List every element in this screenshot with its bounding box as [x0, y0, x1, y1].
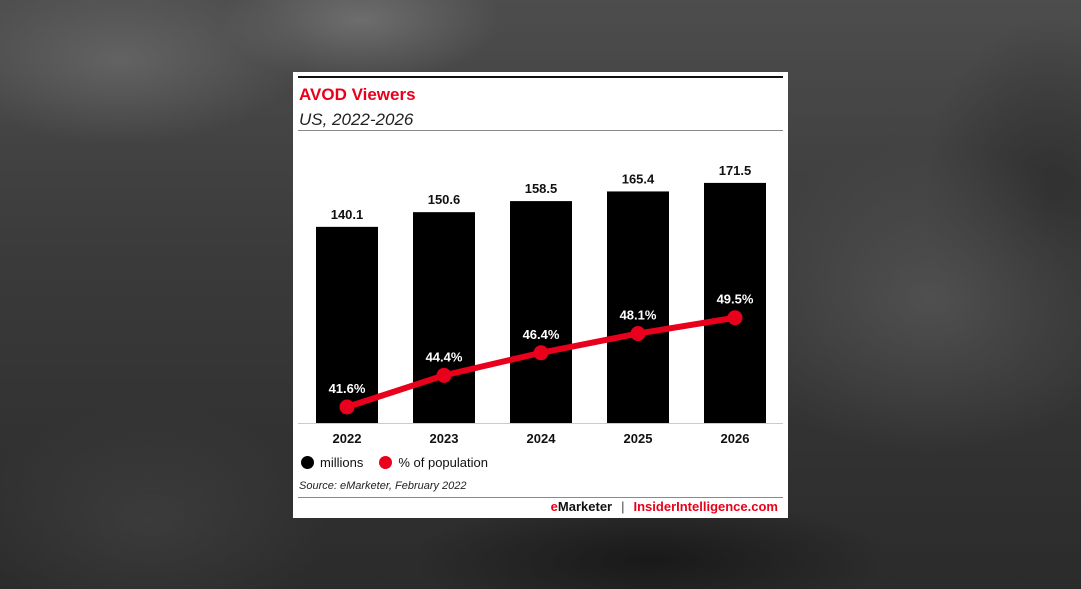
- footer: e Marketer | InsiderIntelligence.com: [551, 499, 778, 514]
- legend-item-millions: millions: [301, 455, 363, 470]
- population-point-2023: [436, 367, 452, 383]
- bar-value-label-2024: 158.5: [525, 181, 558, 196]
- chart-card: AVOD Viewers US, 2022-2026 140.1 2022 150.…: [293, 72, 788, 518]
- population-label-2023: 44.4%: [426, 349, 463, 364]
- brand-logo-rest: Marketer: [557, 499, 613, 514]
- legend-swatch-population: [379, 456, 393, 469]
- population-label-2024: 46.4%: [523, 327, 560, 342]
- bar-2025: [607, 191, 669, 423]
- legend-item-population: % of population: [379, 455, 488, 470]
- bar-2023: [413, 212, 475, 423]
- legend-label-population: % of population: [398, 455, 488, 470]
- population-label-2026: 49.5%: [717, 292, 754, 307]
- bar-2022: [316, 226, 378, 423]
- population-point-2025: [630, 326, 646, 342]
- legend: millions % of population: [301, 455, 504, 470]
- top-rule: [298, 76, 783, 78]
- population-label-2025: 48.1%: [620, 308, 657, 323]
- brand-logo-e: e: [550, 499, 558, 514]
- x-tick-label-2024: 2024: [527, 431, 557, 446]
- x-tick-label-2023: 2023: [430, 431, 459, 446]
- bar-value-label-2023: 150.6: [428, 192, 461, 207]
- source-note: Source: eMarketer, February 2022: [299, 480, 467, 492]
- x-tick-label-2026: 2026: [721, 431, 750, 446]
- bar-value-label-2026: 171.5: [719, 163, 752, 178]
- bar-2026: [704, 182, 766, 423]
- legend-swatch-millions: [301, 456, 314, 469]
- population-label-2022: 41.6%: [329, 381, 366, 396]
- bar-2024: [510, 201, 572, 423]
- bar-value-label-2022: 140.1: [331, 207, 364, 222]
- x-tick-label-2022: 2022: [333, 431, 362, 446]
- x-tick-label-2025: 2025: [624, 431, 653, 446]
- combo-chart: 140.1 2022 150.6 2023 158.5 2024 165.4 2025 171.…: [298, 163, 783, 446]
- legend-label-millions: millions: [320, 455, 364, 470]
- population-point-2026: [727, 310, 743, 326]
- population-point-2022: [339, 399, 355, 415]
- footer-rule: [298, 497, 783, 498]
- footer-separator: |: [621, 499, 625, 514]
- bar-value-label-2025: 165.4: [622, 171, 655, 186]
- chart-title: AVOD Viewers: [299, 85, 416, 104]
- chart-subtitle: US, 2022-2026: [299, 110, 414, 129]
- subtitle-rule: [298, 130, 783, 131]
- footer-site-link[interactable]: InsiderIntelligence.com: [633, 499, 779, 514]
- population-point-2024: [533, 345, 549, 361]
